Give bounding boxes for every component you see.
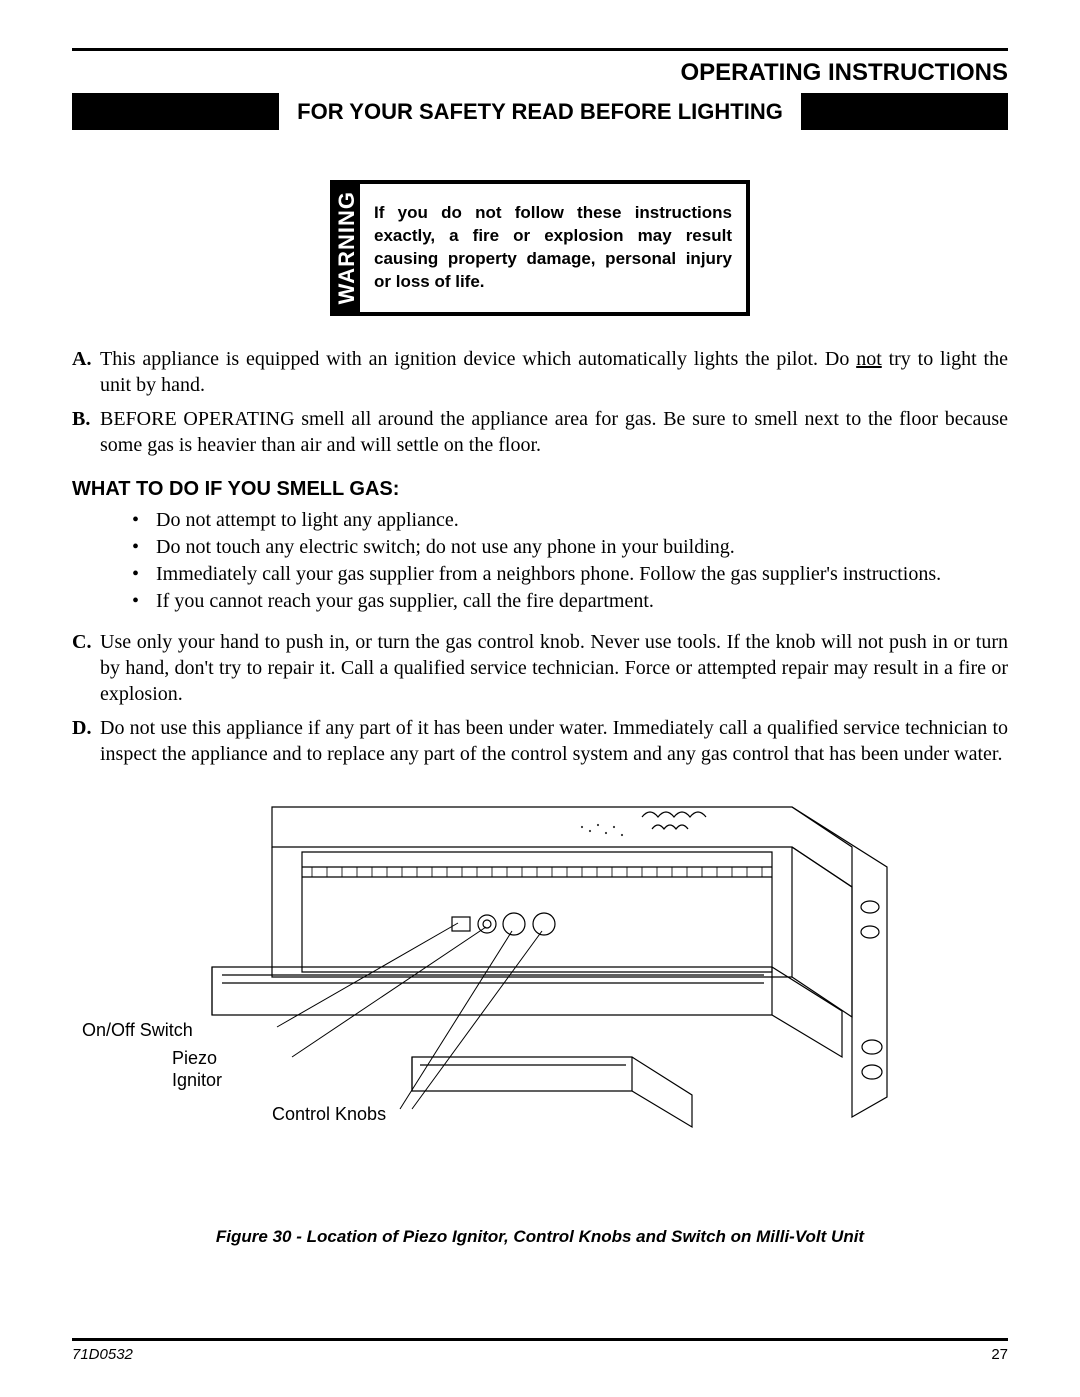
figure-caption: Figure 30 - Location of Piezo Ignitor, C…: [72, 1227, 1008, 1247]
smell-bullets: Do not attempt to light any appliance. D…: [132, 507, 1008, 615]
callout-knobs: Control Knobs: [272, 1103, 386, 1126]
list-item: Do not touch any electric switch; do not…: [132, 534, 1008, 561]
warning-body: If you do not follow these instructions …: [360, 184, 746, 312]
instruction-letter: B.: [72, 406, 100, 458]
instruction-c: C. Use only your hand to push in, or tur…: [72, 629, 1008, 707]
instruction-body: Use only your hand to push in, or turn t…: [100, 629, 1008, 707]
bottom-rule: [72, 1338, 1008, 1341]
instruction-letter: D.: [72, 715, 100, 767]
safety-banner: FOR YOUR SAFETY READ BEFORE LIGHTING: [72, 93, 1008, 130]
instruction-list-2: C. Use only your hand to push in, or tur…: [72, 629, 1008, 767]
appliance-diagram: [152, 797, 912, 1177]
instruction-letter: A.: [72, 346, 100, 398]
list-item: Do not attempt to light any appliance.: [132, 507, 1008, 534]
page-content: OPERATING INSTRUCTIONS FOR YOUR SAFETY R…: [72, 48, 1008, 1247]
instruction-b: B. BEFORE OPERATING smell all around the…: [72, 406, 1008, 458]
instruction-list: A. This appliance is equipped with an ig…: [72, 346, 1008, 458]
figure-30: On/Off Switch Piezo Ignitor Control Knob…: [72, 797, 1008, 1217]
top-rule: [72, 48, 1008, 51]
instruction-body: Do not use this appliance if any part of…: [100, 715, 1008, 767]
footer-doc-id: 71D0532: [72, 1346, 133, 1363]
instruction-d: D. Do not use this appliance if any part…: [72, 715, 1008, 767]
warning-vertical-text: WARNING: [334, 191, 360, 304]
section-title: OPERATING INSTRUCTIONS: [72, 59, 1008, 87]
warning-side-label: WARNING: [334, 184, 360, 312]
smell-heading: WHAT TO DO IF YOU SMELL GAS:: [72, 478, 1008, 501]
text: This appliance is equipped with an ignit…: [100, 348, 856, 370]
callout-piezo: Piezo Ignitor: [172, 1047, 222, 1092]
warning-box: WARNING If you do not follow these instr…: [330, 180, 750, 316]
list-item: Immediately call your gas supplier from …: [132, 561, 1008, 588]
underlined-not: not: [856, 348, 882, 370]
instruction-body: BEFORE OPERATING smell all around the ap…: [100, 406, 1008, 458]
callout-onoff: On/Off Switch: [82, 1019, 193, 1042]
instruction-a: A. This appliance is equipped with an ig…: [72, 346, 1008, 398]
list-item: If you cannot reach your gas supplier, c…: [132, 588, 1008, 615]
instruction-letter: C.: [72, 629, 100, 707]
footer-page-number: 27: [991, 1346, 1008, 1363]
safety-banner-text: FOR YOUR SAFETY READ BEFORE LIGHTING: [279, 93, 801, 130]
instruction-body: This appliance is equipped with an ignit…: [100, 346, 1008, 398]
